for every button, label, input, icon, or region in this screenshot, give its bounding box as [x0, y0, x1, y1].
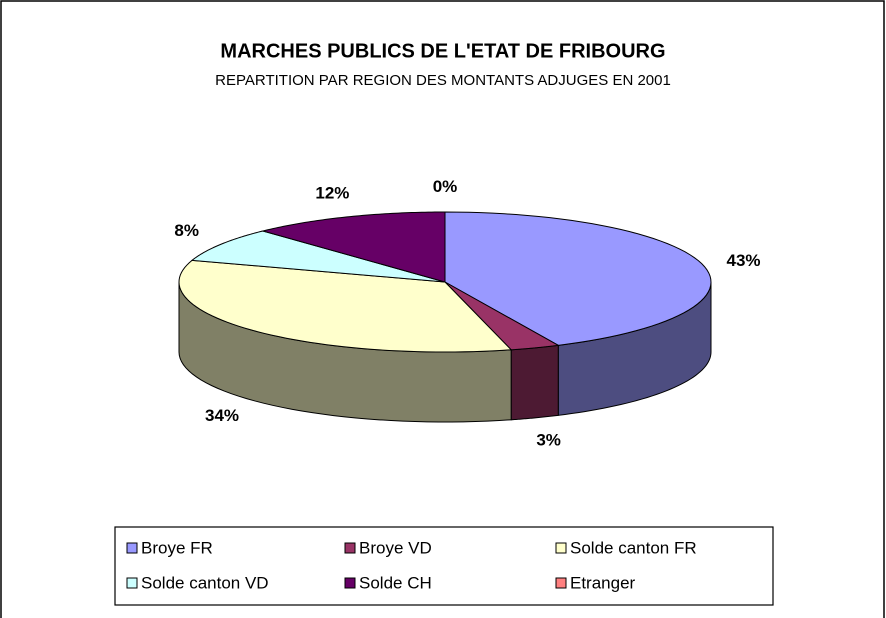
legend-swatch — [344, 542, 356, 554]
data-label: 3% — [536, 430, 561, 449]
legend-label: Solde CH — [359, 573, 432, 592]
legend-swatch — [126, 577, 138, 589]
slice — [190, 230, 446, 283]
legend-swatch — [126, 542, 138, 554]
slice — [444, 281, 560, 351]
data-label: 34% — [205, 406, 239, 425]
slice-side — [510, 344, 559, 421]
slice — [260, 211, 446, 283]
legend-label: Broye VD — [359, 538, 432, 557]
legend-label: Broye FR — [141, 538, 213, 557]
legend-swatch — [555, 577, 567, 589]
legend-label: Solde canton FR — [570, 538, 697, 557]
slice — [178, 259, 513, 353]
data-label: 0% — [433, 177, 458, 196]
legend-label: Solde canton VD — [141, 573, 269, 592]
data-label: 43% — [727, 251, 761, 270]
slice — [444, 211, 712, 346]
data-label: 12% — [315, 184, 349, 203]
legend-swatch — [555, 542, 567, 554]
legend-swatch — [344, 577, 356, 589]
data-label: 8% — [174, 221, 199, 240]
chart-title: MARCHES PUBLICS DE L'ETAT DE FRIBOURG — [220, 40, 665, 62]
chart-subtitle: REPARTITION PAR REGION DES MONTANTS ADJU… — [215, 72, 671, 89]
legend-label: Etranger — [570, 573, 636, 592]
legend-box — [114, 526, 774, 606]
